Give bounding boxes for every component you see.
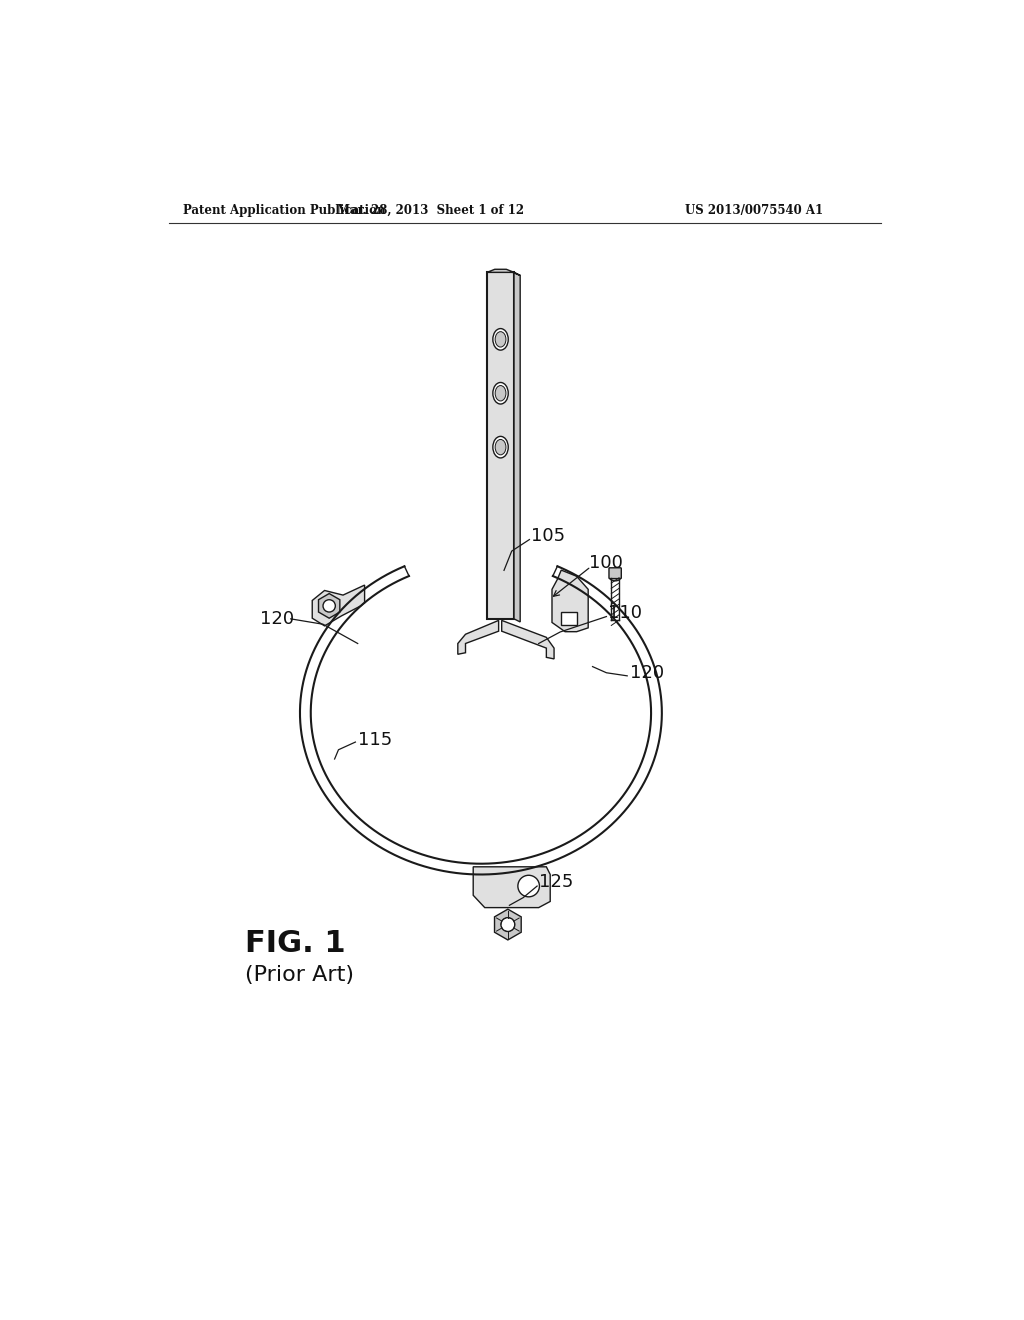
Text: 100: 100 <box>589 553 623 572</box>
Text: 110: 110 <box>608 603 642 622</box>
Circle shape <box>518 875 540 896</box>
Ellipse shape <box>496 440 506 455</box>
Text: 120: 120 <box>260 610 294 628</box>
Text: US 2013/0075540 A1: US 2013/0075540 A1 <box>685 205 823 218</box>
Ellipse shape <box>496 331 506 347</box>
Ellipse shape <box>496 385 506 401</box>
Polygon shape <box>312 585 365 626</box>
Polygon shape <box>495 909 521 940</box>
Bar <box>561 612 577 624</box>
Text: 120: 120 <box>630 664 664 681</box>
Text: 115: 115 <box>357 731 392 748</box>
Ellipse shape <box>609 574 621 581</box>
Circle shape <box>323 599 335 612</box>
Ellipse shape <box>493 437 508 458</box>
Polygon shape <box>502 620 554 659</box>
Polygon shape <box>552 570 588 632</box>
Polygon shape <box>473 867 550 908</box>
Polygon shape <box>487 272 514 619</box>
Text: FIG. 1: FIG. 1 <box>245 929 345 958</box>
Text: Patent Application Publication: Patent Application Publication <box>183 205 385 218</box>
Polygon shape <box>514 272 520 622</box>
Ellipse shape <box>493 329 508 350</box>
Polygon shape <box>458 620 499 655</box>
Text: Mar. 28, 2013  Sheet 1 of 12: Mar. 28, 2013 Sheet 1 of 12 <box>337 205 524 218</box>
FancyBboxPatch shape <box>609 568 622 578</box>
Text: (Prior Art): (Prior Art) <box>245 965 353 985</box>
Polygon shape <box>487 269 520 276</box>
Circle shape <box>501 917 515 932</box>
Polygon shape <box>318 594 340 618</box>
Text: 125: 125 <box>539 874 573 891</box>
Text: 105: 105 <box>531 527 565 545</box>
Ellipse shape <box>493 383 508 404</box>
